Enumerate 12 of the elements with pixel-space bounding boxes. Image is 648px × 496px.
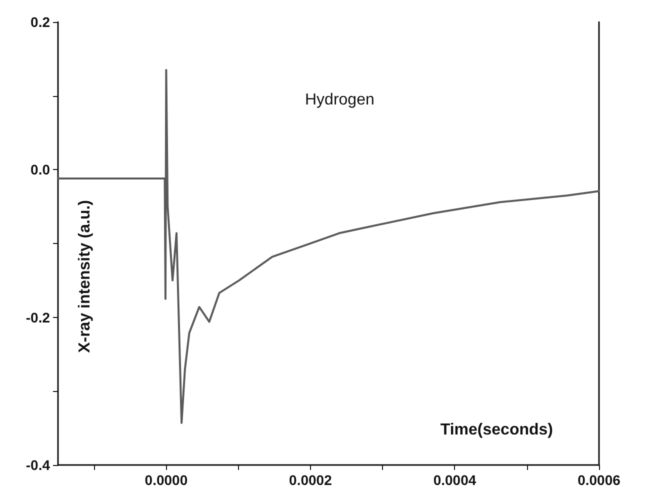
x-tick-label: 0.0000 (144, 472, 188, 488)
y-tick-label: -0.4 (26, 457, 50, 473)
x-tick-label: 0.0004 (433, 472, 476, 488)
y-tick-label: 0.2 (30, 14, 50, 30)
line-series (57, 68, 600, 424)
x-tick-label: 0.0006 (578, 472, 621, 488)
annotation: Hydrogen (305, 92, 374, 108)
x-axis-title: Time(seconds) (440, 422, 553, 438)
y-axis-title: X-ray intensity (a.u.) (76, 200, 94, 353)
y-tick-label: 0.0 (30, 162, 50, 178)
x-tick-label: 0.0002 (289, 472, 332, 488)
y-tick-label: -0.2 (26, 309, 50, 326)
